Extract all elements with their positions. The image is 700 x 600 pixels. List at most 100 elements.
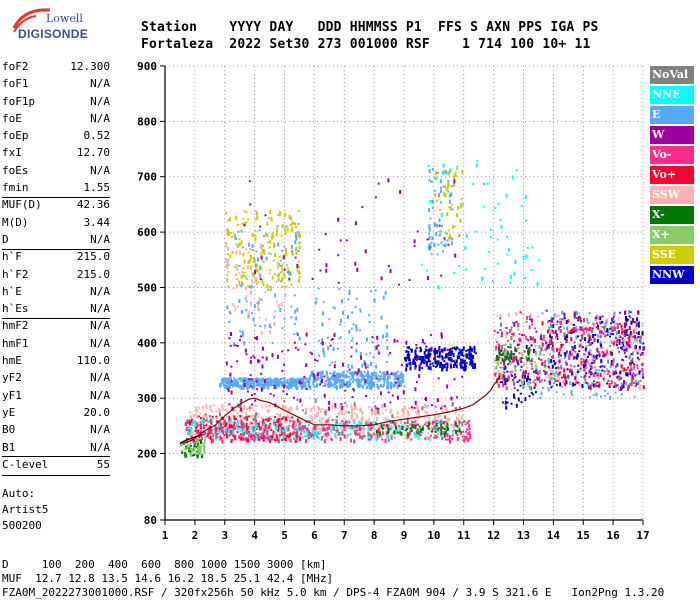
echo-point [631, 351, 634, 356]
echo-point [461, 420, 463, 423]
echo-point [499, 317, 501, 320]
echo-point [496, 314, 499, 317]
echo-point [372, 356, 375, 359]
echo-point [638, 370, 641, 375]
echo-point [529, 318, 532, 321]
echo-point [255, 210, 258, 213]
echo-point [293, 421, 296, 423]
echo-point [579, 339, 582, 342]
echo-point [240, 433, 243, 436]
echo-point [622, 359, 625, 362]
echo-point [280, 249, 283, 252]
echo-point [355, 297, 358, 300]
echo-point [641, 353, 644, 356]
echo-point [381, 438, 384, 441]
echo-point [266, 433, 269, 436]
echo-point [533, 351, 535, 353]
echo-point [314, 425, 317, 430]
echo-point [263, 379, 266, 384]
echo-point [579, 326, 582, 331]
echo-point [437, 433, 440, 436]
echo-point [255, 412, 258, 417]
echo-point [246, 390, 249, 393]
echo-point [429, 360, 432, 363]
echo-point [399, 422, 402, 425]
echo-point [218, 408, 220, 413]
echo-point [554, 322, 557, 325]
echo-point [513, 381, 515, 386]
echo-point [283, 437, 286, 440]
echo-point [301, 436, 304, 439]
echo-point [255, 404, 258, 407]
echo-point [444, 185, 447, 188]
echo-point [316, 377, 319, 382]
echo-point [263, 251, 266, 256]
echo-point [250, 378, 253, 381]
echo-point [429, 347, 432, 350]
echo-point [247, 251, 250, 254]
echo-point [393, 433, 396, 436]
echo-point [609, 345, 611, 347]
echo-point [185, 427, 188, 432]
echo-point [615, 365, 618, 368]
echo-point [230, 424, 233, 429]
param-name: h`E [2, 284, 22, 298]
echo-point [237, 230, 240, 233]
echo-point [569, 350, 572, 355]
echo-point [440, 423, 443, 428]
echo-point [256, 425, 259, 428]
echo-point [531, 367, 534, 370]
echo-point [518, 352, 521, 355]
echo-point [589, 363, 592, 368]
echo-point [590, 326, 593, 331]
y-tick-label: 700 [137, 171, 157, 184]
echo-point [355, 342, 358, 345]
echo-point [505, 349, 508, 352]
echo-point [505, 333, 508, 338]
echo-point [596, 340, 599, 343]
echo-point [447, 243, 450, 246]
echo-point [377, 410, 380, 414]
echo-point [381, 412, 384, 415]
echo-point [266, 431, 269, 434]
echo-point [299, 377, 302, 382]
echo-point [250, 290, 252, 295]
echo-point [549, 333, 552, 338]
echo-point [456, 437, 459, 442]
echo-point [324, 420, 327, 425]
echo-point [319, 375, 322, 380]
echo-point [458, 348, 461, 351]
echo-point [280, 439, 283, 441]
echo-point [396, 431, 399, 434]
echo-point [250, 414, 253, 419]
echo-point [181, 449, 184, 452]
echo-point [376, 385, 379, 388]
echo-point [435, 410, 438, 413]
echo-point [267, 385, 270, 388]
echo-point [559, 347, 562, 352]
echo-point [552, 317, 555, 320]
echo-point [368, 321, 371, 323]
echo-point [446, 363, 449, 368]
echo-point [260, 255, 263, 260]
echo-point [180, 443, 183, 446]
echo-point [241, 379, 244, 384]
echo-point [435, 171, 438, 176]
echo-point [335, 429, 338, 432]
echo-point [638, 345, 641, 350]
echo-point [248, 378, 251, 383]
echo-point [317, 287, 320, 290]
echo-point [440, 334, 443, 339]
echo-point [568, 356, 571, 360]
echo-point [217, 427, 220, 429]
echo-point [428, 417, 431, 421]
echo-point [326, 376, 329, 381]
echo-point [275, 434, 278, 436]
echo-point [441, 431, 444, 434]
echo-point [557, 376, 560, 381]
echo-point [271, 353, 274, 358]
echo-point [443, 238, 446, 241]
echo-point [355, 327, 358, 332]
echo-point [440, 332, 443, 337]
echo-point [607, 359, 610, 364]
